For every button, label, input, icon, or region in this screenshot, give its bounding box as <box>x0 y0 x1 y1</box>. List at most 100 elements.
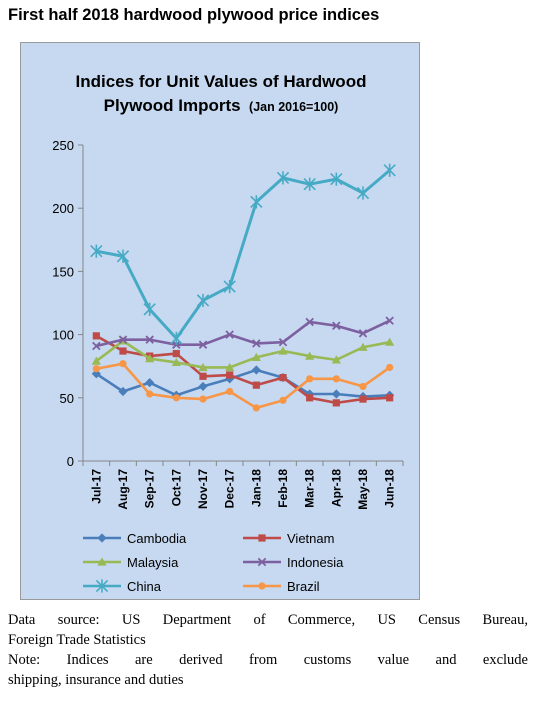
data-point-brazil <box>226 387 234 396</box>
data-point-malaysia <box>91 356 101 365</box>
data-point-vietnam <box>226 371 234 379</box>
y-tick-label: 200 <box>52 201 74 216</box>
data-point-china <box>356 186 370 200</box>
chart-title-suffix: (Jan 2016=100) <box>249 100 338 114</box>
data-point-indonesia <box>198 340 208 349</box>
data-point-brazil <box>199 395 207 403</box>
legend-item-malaysia: Malaysia <box>83 555 179 570</box>
data-point-china <box>223 279 236 294</box>
data-point-china <box>250 195 263 209</box>
legend-label-cambodia: Cambodia <box>127 531 187 546</box>
data-point-malaysia <box>251 352 261 361</box>
legend-marker-vietnam <box>258 534 266 542</box>
y-tick-label: 0 <box>67 454 74 469</box>
chart-title-main: Plywood Imports <box>104 96 241 115</box>
data-point-malaysia <box>385 337 395 346</box>
data-point-malaysia <box>145 354 155 363</box>
chart-title-line2: Plywood Imports (Jan 2016=100) <box>104 96 339 115</box>
data-point-brazil <box>306 375 314 383</box>
x-tick-label: Mar-18 <box>303 469 317 508</box>
data-point-brazil <box>279 396 287 404</box>
data-point-vietnam <box>306 394 314 402</box>
x-tick-label: Nov-17 <box>196 469 210 509</box>
data-point-indonesia <box>252 339 261 348</box>
data-point-china <box>276 171 290 185</box>
data-point-malaysia <box>331 355 341 364</box>
y-tick-label: 50 <box>60 391 74 406</box>
data-point-china <box>330 172 343 186</box>
data-point-brazil <box>386 363 394 372</box>
data-point-vietnam <box>172 349 180 358</box>
data-point-vietnam <box>119 347 127 355</box>
data-point-vietnam <box>332 399 340 407</box>
y-tick-label: 250 <box>52 138 74 153</box>
series-line-china <box>96 169 391 340</box>
data-point-indonesia <box>145 335 154 344</box>
data-point-malaysia <box>171 357 181 367</box>
x-tick-label: Dec-17 <box>223 469 237 509</box>
data-point-vietnam <box>386 394 394 402</box>
footer: Data source: US Department of Commerce, … <box>8 610 528 690</box>
data-point-brazil <box>252 404 260 412</box>
data-point-china <box>196 293 210 308</box>
data-point-brazil <box>92 365 100 373</box>
legend-item-china: China <box>83 579 162 594</box>
data-point-china <box>143 302 156 316</box>
data-point-china <box>90 244 103 258</box>
data-point-vietnam <box>199 372 207 380</box>
data-point-brazil <box>359 382 367 391</box>
data-point-vietnam <box>359 395 367 403</box>
data-point-indonesia <box>278 337 288 347</box>
legend-item-indonesia: Indonesia <box>243 555 344 570</box>
data-point-brazil <box>332 375 340 383</box>
data-point-china <box>383 163 396 177</box>
legend-marker-brazil <box>258 582 266 590</box>
data-point-cambodia <box>198 381 208 392</box>
data-point-cambodia <box>331 389 341 399</box>
data-point-cambodia <box>118 386 128 397</box>
data-point-indonesia <box>358 329 368 338</box>
data-point-cambodia <box>251 365 261 375</box>
series-brazil <box>92 360 394 412</box>
data-point-brazil <box>119 360 127 368</box>
note-line-2: shipping, insurance and duties <box>8 672 184 688</box>
y-tick-label: 150 <box>52 264 74 279</box>
data-point-vietnam <box>279 373 287 382</box>
y-tick-label: 100 <box>52 328 74 343</box>
legend-marker-china <box>95 579 109 593</box>
x-tick-label: Jun-18 <box>383 469 397 508</box>
data-point-indonesia <box>118 335 128 344</box>
series-line-malaysia <box>95 339 390 369</box>
legend-item-cambodia: Cambodia <box>83 531 187 546</box>
series-line-vietnam <box>95 334 390 405</box>
x-tick-label: Oct-17 <box>169 469 183 507</box>
legend-item-brazil: Brazil <box>243 579 320 594</box>
series-line-indonesia <box>96 319 391 348</box>
legend-item-vietnam: Vietnam <box>243 531 334 546</box>
data-point-brazil <box>172 394 180 402</box>
data-point-indonesia <box>92 341 101 351</box>
legend-label-china: China <box>127 579 162 594</box>
series-line-cambodia <box>95 368 390 398</box>
data-point-malaysia <box>198 362 208 372</box>
legend-label-brazil: Brazil <box>287 579 320 594</box>
data-point-malaysia <box>305 351 315 360</box>
data-point-brazil <box>146 390 154 398</box>
axes: 0 50 100 150 200 250 Jul-17 Aug-17 Sep-17 Oct-17 N… <box>52 138 404 510</box>
line-chart: Indices for Unit Values of Hardwood Plyw… <box>52 72 404 594</box>
data-point-cambodia <box>145 378 155 388</box>
x-tick-label: Apr-18 <box>329 469 343 507</box>
data-point-cambodia <box>225 374 235 384</box>
data-point-indonesia <box>225 330 234 339</box>
data-point-malaysia <box>358 342 368 351</box>
chart-title-line1: Indices for Unit Values of Hardwood <box>76 72 367 91</box>
data-point-china <box>116 249 130 263</box>
series-line-brazil <box>96 362 391 410</box>
series-indonesia <box>92 316 394 351</box>
legend-marker-indonesia <box>257 557 267 567</box>
chart-panel: Indices for Unit Values of Hardwood Plyw… <box>20 42 420 600</box>
source-line-2: Foreign Trade Statistics <box>8 632 146 648</box>
legend-label-indonesia: Indonesia <box>287 555 344 570</box>
series-malaysia <box>91 336 395 372</box>
legend-marker-malaysia <box>97 557 107 566</box>
